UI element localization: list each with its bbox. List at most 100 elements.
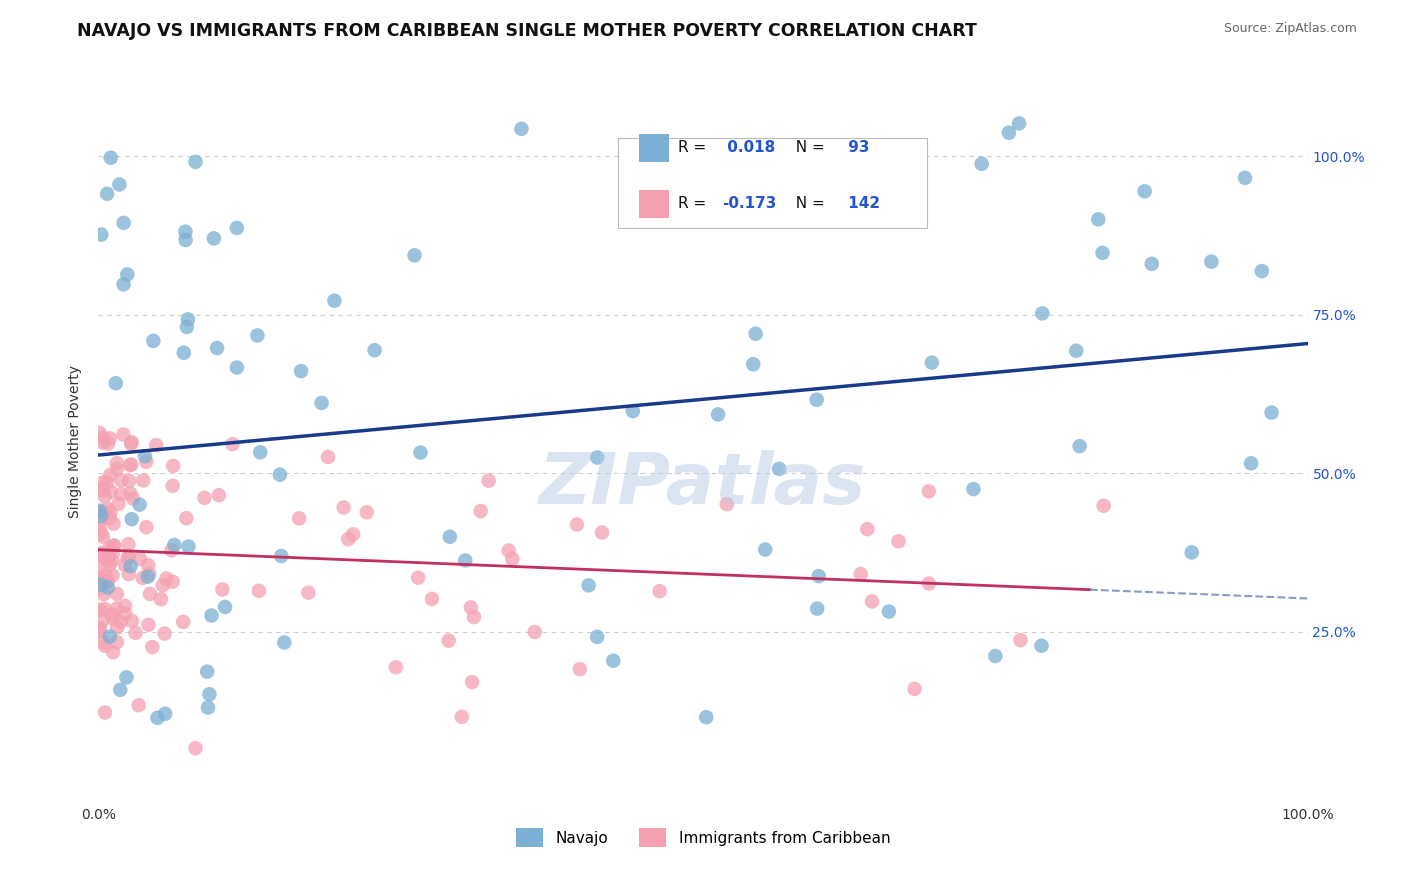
Point — [101, 607, 124, 622]
Point — [90, 227, 112, 242]
Point — [270, 549, 292, 563]
Point — [578, 578, 600, 592]
Point — [103, 516, 125, 531]
Point — [716, 497, 738, 511]
Point — [90, 526, 112, 541]
Text: Source: ZipAtlas.com: Source: ZipAtlas.com — [1223, 22, 1357, 36]
Point — [586, 630, 609, 644]
Point — [150, 592, 173, 607]
Point — [523, 624, 546, 639]
FancyBboxPatch shape — [619, 138, 927, 228]
Point — [105, 456, 128, 470]
Point — [311, 396, 333, 410]
Point — [903, 681, 925, 696]
Point — [89, 521, 111, 535]
Point — [89, 624, 111, 639]
Point — [96, 501, 118, 516]
Point — [176, 511, 198, 525]
Point — [1092, 499, 1115, 513]
Point — [406, 571, 429, 585]
Point — [101, 645, 124, 659]
Point — [297, 585, 319, 599]
Point — [105, 462, 128, 476]
Point — [145, 438, 167, 452]
Point — [409, 445, 432, 459]
Point — [806, 392, 828, 407]
Point — [273, 635, 295, 649]
Point — [385, 660, 408, 674]
Point — [91, 530, 114, 544]
Point — [103, 539, 125, 553]
Point — [197, 700, 219, 714]
Point — [247, 583, 270, 598]
Point — [288, 511, 311, 525]
Point — [124, 625, 146, 640]
Point — [1233, 170, 1256, 185]
Point — [177, 540, 200, 554]
Point — [860, 594, 883, 608]
Point — [1181, 545, 1204, 559]
Point — [184, 154, 207, 169]
Point — [128, 498, 150, 512]
Point — [730, 158, 752, 172]
Point — [112, 427, 135, 442]
Point — [94, 574, 117, 589]
Point — [695, 178, 717, 192]
Point — [177, 312, 200, 326]
Point — [806, 601, 828, 615]
Point — [91, 483, 114, 497]
Point — [101, 546, 124, 560]
Point — [117, 550, 139, 565]
Point — [129, 552, 152, 566]
Point — [100, 484, 122, 499]
Point — [1240, 456, 1263, 470]
Point — [323, 293, 346, 308]
Point — [363, 343, 385, 358]
Point — [744, 326, 766, 341]
Point — [565, 517, 588, 532]
Point — [602, 654, 624, 668]
Point — [97, 574, 120, 589]
Point — [568, 662, 591, 676]
Point — [208, 488, 231, 502]
Point — [128, 698, 150, 713]
Point — [337, 532, 360, 546]
Point — [105, 635, 128, 649]
Point — [450, 710, 472, 724]
Point — [153, 626, 176, 640]
Point — [93, 489, 115, 503]
Point — [754, 542, 776, 557]
Point — [100, 505, 122, 519]
Point — [138, 617, 160, 632]
Point — [138, 566, 160, 581]
Point — [91, 573, 114, 587]
Point — [89, 572, 111, 586]
Point — [918, 484, 941, 499]
Point — [918, 576, 941, 591]
Point — [94, 639, 117, 653]
FancyBboxPatch shape — [638, 190, 669, 218]
Point — [152, 578, 174, 592]
Point — [110, 474, 132, 488]
Point — [153, 706, 176, 721]
Point — [142, 334, 165, 348]
Legend: Navajo, Immigrants from Caribbean: Navajo, Immigrants from Caribbean — [510, 822, 896, 853]
Point — [1087, 212, 1109, 227]
Point — [439, 530, 461, 544]
Point — [90, 546, 112, 560]
Point — [501, 552, 523, 566]
Point — [131, 571, 153, 585]
Point — [135, 455, 157, 469]
Point — [108, 178, 131, 192]
Point — [146, 711, 169, 725]
Point — [162, 479, 184, 493]
Point — [89, 505, 111, 519]
Point — [101, 568, 124, 582]
Point — [120, 458, 142, 472]
Point — [93, 587, 115, 601]
Point — [97, 547, 120, 561]
Text: R =: R = — [678, 196, 710, 211]
Point — [849, 567, 872, 582]
Point — [693, 195, 716, 210]
Point — [89, 621, 111, 635]
